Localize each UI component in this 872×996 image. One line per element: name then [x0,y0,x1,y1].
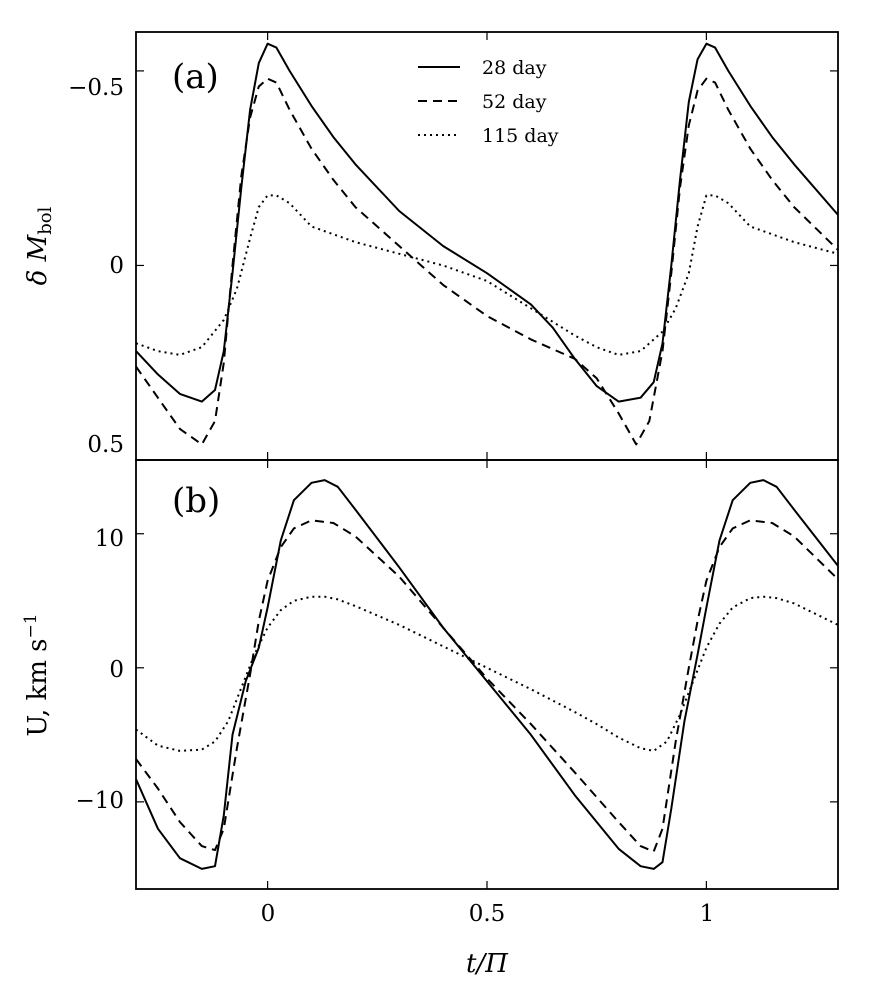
tick-label-y-a-0: −0.5 [68,75,124,101]
panel-a: (a) −0.5 0 0.5 δ Mbol 28 day 52 day 115 … [23,31,839,461]
y-axis-label-b-sup: −1 [21,613,41,638]
x-axis-label: t/Π [466,949,509,979]
series-line-b-28-day [136,479,838,870]
tick-label-y-b-1: 0 [109,657,124,683]
panel-b-label: (b) [172,481,220,521]
panel-b: (b) −10 0 10 U, km s−1 0 0.5 1 t/Π [21,459,839,979]
panel-b-series-group [136,479,838,870]
y-axis-label-b-main: U, km s [23,638,53,736]
tick-label-x-0: 0 [261,901,276,927]
tick-label-x-2: 1 [700,901,715,927]
tick-label-y-a-2: 0.5 [87,432,124,458]
series-line-a-52-day [136,77,838,446]
series-line-b-115-day [136,595,838,752]
tick-label-y-b-2: 10 [95,526,124,552]
y-axis-label-a-main: δ M [23,233,53,285]
legend-label-52-day: 52 day [482,91,547,113]
series-line-b-52-day [136,519,838,853]
legend: 28 day 52 day 115 day [418,57,559,147]
y-axis-label-a: δ Mbol [23,206,56,285]
legend-label-115-day: 115 day [482,125,559,147]
y-axis-label-b: U, km s−1 [21,613,53,736]
panel-b-frame [135,459,839,890]
tick-label-y-b-0: −10 [75,788,124,814]
panel-a-label: (a) [172,57,219,97]
series-line-a-115-day [136,194,838,356]
panel-a-series-group [136,42,838,446]
panel-b-ticks [136,460,838,889]
tick-label-x-1: 0.5 [469,901,506,927]
legend-label-28-day: 28 day [482,57,547,79]
tick-label-y-a-1: 0 [109,253,124,279]
y-axis-label-a-sub: bol [35,206,56,234]
